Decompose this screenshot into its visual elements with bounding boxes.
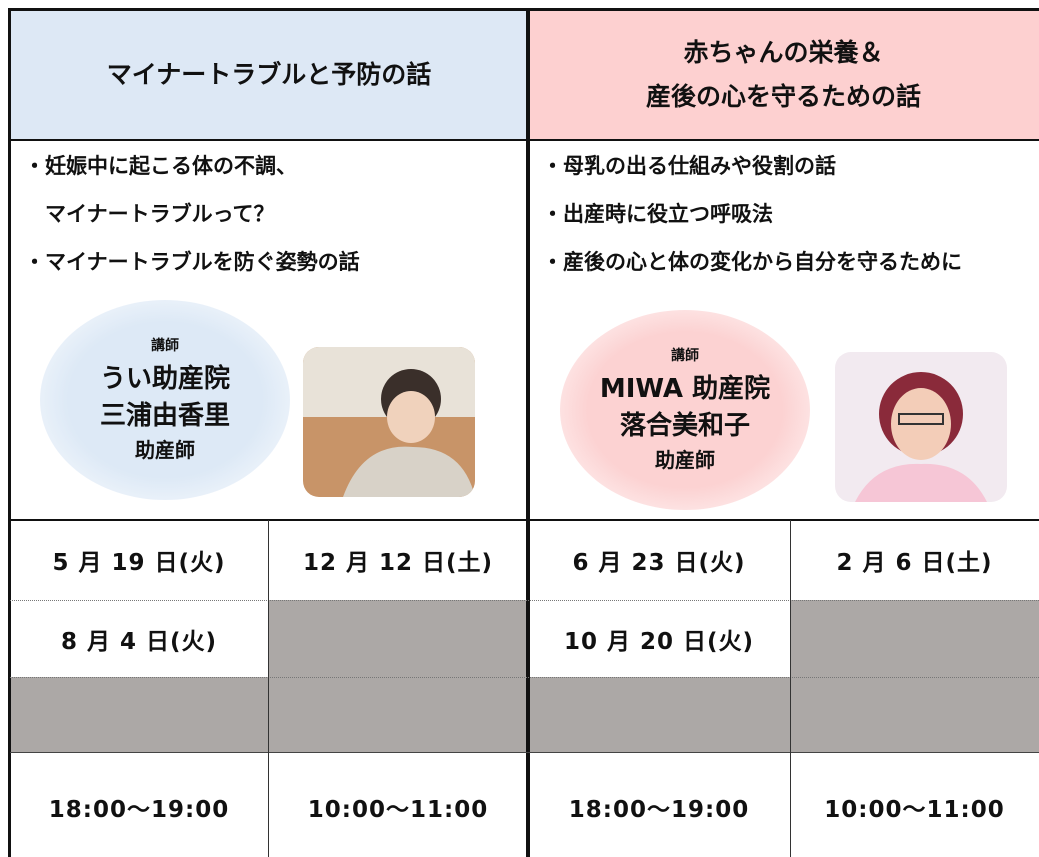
bullet: ・妊娠中に起こる体の不調、: [24, 154, 297, 178]
rule: [8, 139, 1039, 141]
border-mid: [526, 8, 530, 857]
header-line: 産後の心を守るための話: [645, 82, 921, 111]
schedule-cell: 2 月 6 日(土): [836, 550, 993, 576]
rule: [10, 600, 1039, 601]
lecturer-title: 助産師: [135, 438, 195, 462]
header: 赤ちゃんの栄養＆ 産後の心を守るための話: [528, 10, 1039, 140]
lecturer-badge: 講師 MIWA 助産院 落合美和子助産師: [560, 310, 810, 510]
empty-cell: [790, 600, 1039, 677]
schedule-cell: 18:00～19:00: [48, 796, 230, 823]
affiliation: うい助産院: [99, 364, 230, 394]
schedule-cell: 8 月 4 日(火): [60, 628, 218, 655]
rule: [10, 677, 1039, 678]
lecturer-title: 助産師: [655, 448, 715, 472]
role: 講師: [671, 348, 699, 364]
affiliation: MIWA 助産院: [599, 374, 771, 404]
rule: [8, 519, 1039, 521]
schedule-cell: 6 月 23 日(火): [572, 550, 746, 576]
bullet: ・マイナートラブルを防ぐ姿勢の話: [24, 250, 360, 274]
bullet: ・母乳の出る仕組みや役割の話: [542, 154, 836, 178]
role: 講師: [151, 338, 179, 354]
lecturer-name: 三浦由香里: [99, 401, 230, 431]
empty-cell: [528, 677, 790, 752]
schedule-cell: 10 月 20 日(火): [563, 628, 755, 655]
header-line: マイナートラブルと予防の話: [106, 60, 432, 89]
schedule-cell: 10:00～11:00: [307, 796, 489, 823]
border-left: [8, 8, 11, 857]
bullet: ・出産時に役立つ呼吸法: [542, 202, 773, 226]
empty-cell: [10, 677, 268, 752]
col-rule: [268, 520, 269, 857]
header-line: 赤ちゃんの栄養＆: [683, 38, 884, 67]
photo: [303, 347, 475, 497]
schedule-cell: 12 月 12 日(土): [302, 550, 494, 576]
lecturer-name: 落合美和子: [619, 411, 750, 441]
rule: [10, 752, 1039, 753]
empty-cell: [268, 677, 528, 752]
lecturer-badge: 講師うい助産院三浦由香里助産師: [40, 300, 290, 500]
schedule-cell: 18:00～19:00: [568, 796, 750, 823]
bullet: マイナートラブルって？: [24, 202, 275, 226]
schedule-cell: 5 月 19 日(火): [52, 550, 226, 576]
col-rule: [790, 520, 791, 857]
bullet: ・産後の心と体の変化から自分を守るために: [542, 250, 962, 274]
empty-cell: [790, 677, 1039, 752]
header: マイナートラブルと予防の話: [10, 10, 528, 140]
photo-image: [303, 347, 475, 497]
empty-cell: [268, 600, 528, 677]
schedule-cell: 10:00～11:00: [824, 796, 1005, 823]
photo: [835, 352, 1007, 502]
border-top: [8, 8, 1039, 11]
photo-image: [855, 372, 987, 502]
